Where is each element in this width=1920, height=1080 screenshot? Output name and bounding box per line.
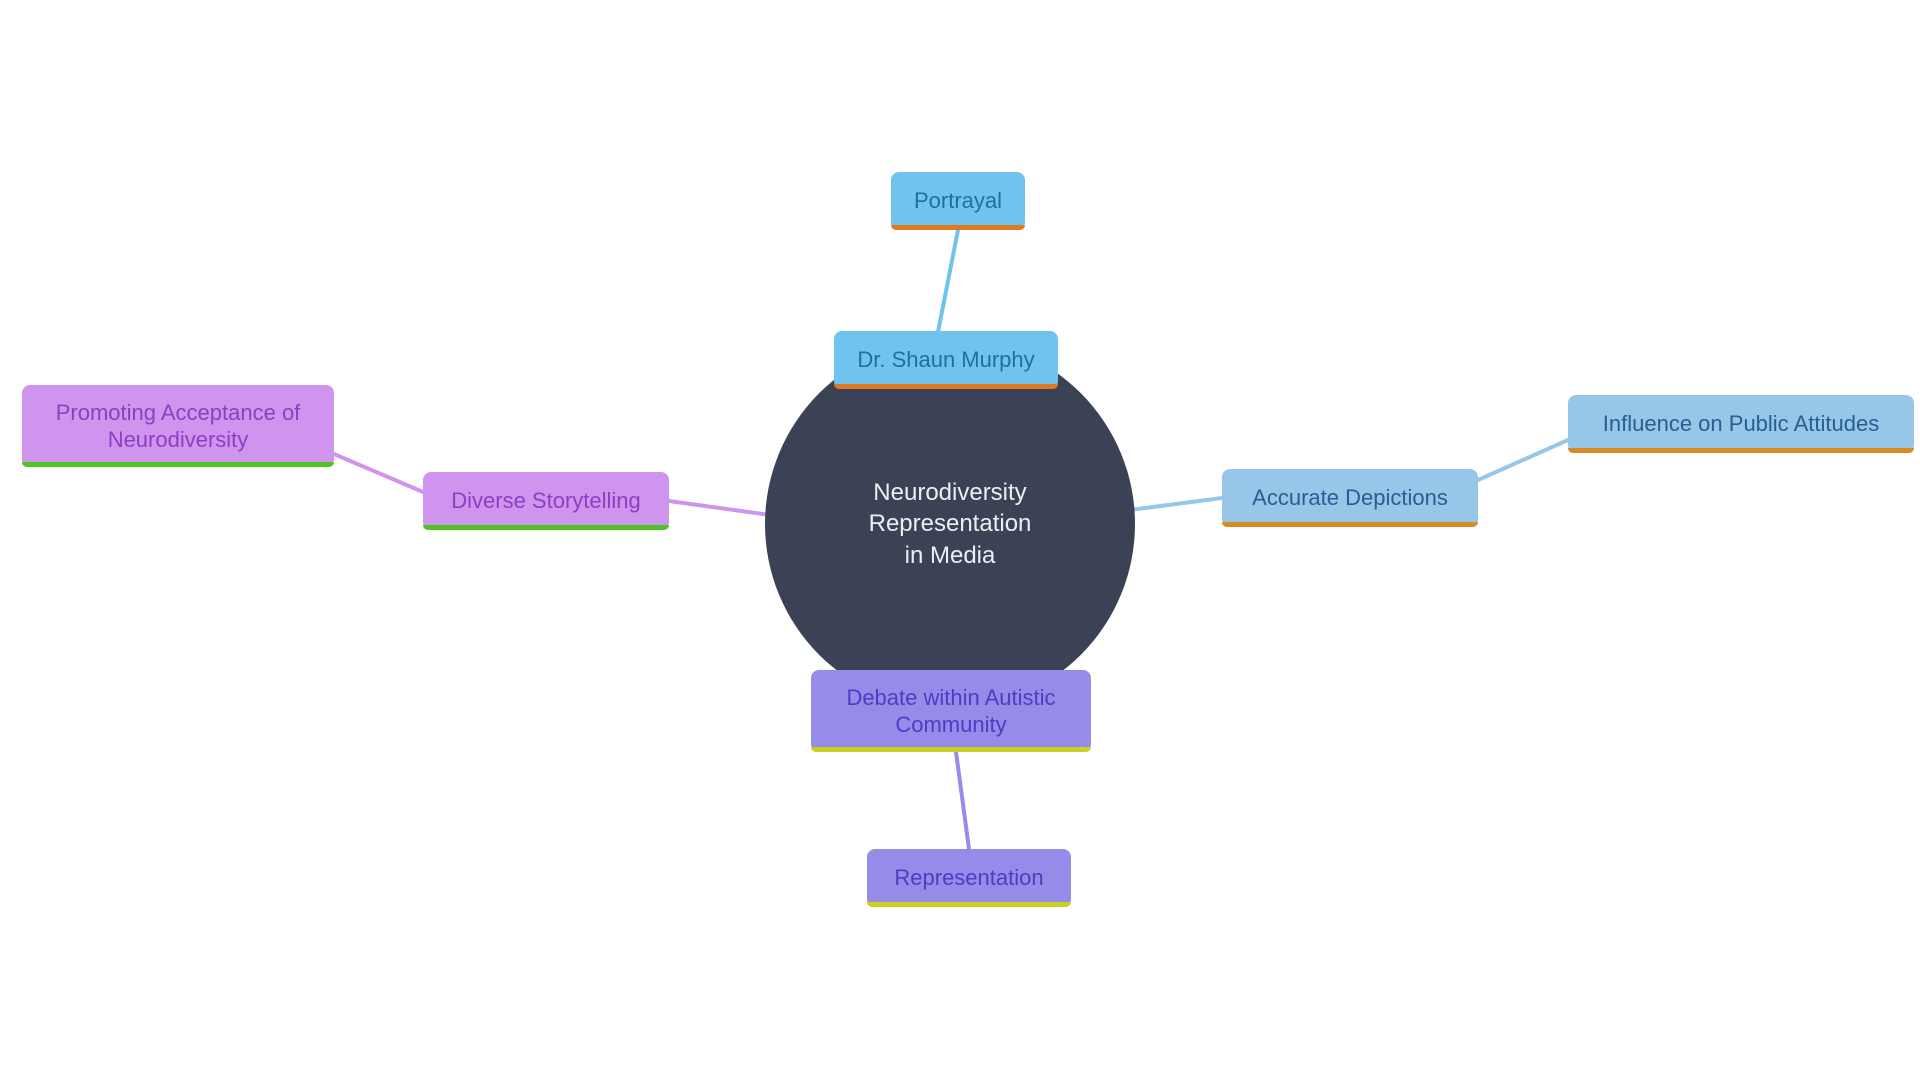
node-portrayal: Portrayal	[891, 172, 1025, 230]
node-label: Accurate Depictions	[1252, 484, 1448, 512]
node-label: Promoting Acceptance ofNeurodiversity	[56, 399, 301, 454]
node-promoting: Promoting Acceptance ofNeurodiversity	[22, 385, 334, 467]
node-underline	[811, 747, 1091, 752]
edge	[1130, 498, 1222, 510]
node-label: Debate within AutisticCommunity	[846, 684, 1055, 739]
node-shaun: Dr. Shaun Murphy	[834, 331, 1058, 389]
node-label: Dr. Shaun Murphy	[857, 346, 1034, 374]
edge	[334, 454, 423, 492]
edge	[669, 501, 770, 515]
node-label: Influence on Public Attitudes	[1603, 410, 1879, 438]
node-diverse: Diverse Storytelling	[423, 472, 669, 530]
node-representation: Representation	[867, 849, 1071, 907]
node-underline	[891, 225, 1025, 230]
node-label: Representation	[894, 864, 1043, 892]
edge	[938, 230, 958, 332]
edge	[956, 752, 969, 849]
node-label: Diverse Storytelling	[451, 487, 641, 515]
node-underline	[834, 384, 1058, 389]
node-underline	[867, 902, 1071, 907]
node-underline	[22, 462, 334, 467]
center-node-label: Neurodiversity Representationin Media	[795, 477, 1105, 571]
node-underline	[1568, 448, 1914, 453]
mindmap-canvas: Neurodiversity Representationin Media Dr…	[0, 0, 1920, 1080]
node-underline	[423, 525, 669, 530]
node-debate: Debate within AutisticCommunity	[811, 670, 1091, 752]
node-underline	[1222, 522, 1478, 527]
edge	[1478, 440, 1568, 480]
node-label: Portrayal	[914, 187, 1002, 215]
center-node: Neurodiversity Representationin Media	[765, 339, 1135, 709]
node-influence: Influence on Public Attitudes	[1568, 395, 1914, 453]
node-accurate: Accurate Depictions	[1222, 469, 1478, 527]
